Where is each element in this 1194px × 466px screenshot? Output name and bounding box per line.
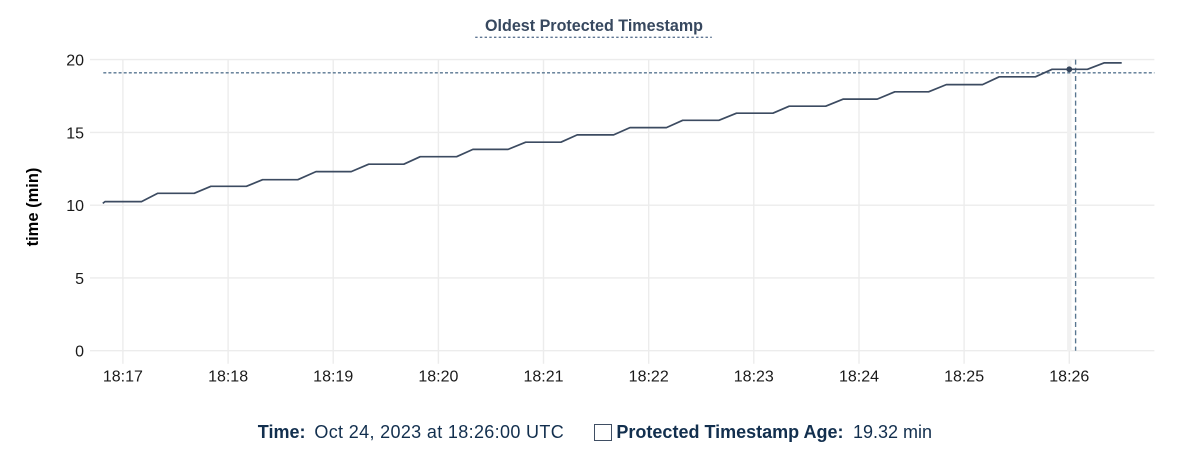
svg-text:18:23: 18:23 bbox=[734, 369, 774, 386]
svg-text:18:25: 18:25 bbox=[944, 369, 984, 386]
svg-text:0: 0 bbox=[75, 344, 84, 361]
svg-text:18:21: 18:21 bbox=[523, 369, 563, 386]
svg-text:18:17: 18:17 bbox=[103, 369, 143, 386]
svg-text:5: 5 bbox=[75, 271, 84, 288]
svg-text:18:22: 18:22 bbox=[629, 369, 669, 386]
svg-text:18:20: 18:20 bbox=[418, 369, 458, 386]
svg-text:10: 10 bbox=[66, 198, 84, 215]
svg-text:15: 15 bbox=[66, 125, 84, 142]
svg-text:Oldest Protected Timestamp: Oldest Protected Timestamp bbox=[485, 16, 703, 35]
svg-text:18:26: 18:26 bbox=[1049, 369, 1089, 386]
svg-text:18:18: 18:18 bbox=[208, 369, 248, 386]
svg-text:time (min): time (min) bbox=[24, 168, 42, 247]
svg-text:18:24: 18:24 bbox=[839, 369, 879, 386]
svg-text:20: 20 bbox=[66, 53, 84, 70]
svg-text:18:19: 18:19 bbox=[313, 369, 353, 386]
